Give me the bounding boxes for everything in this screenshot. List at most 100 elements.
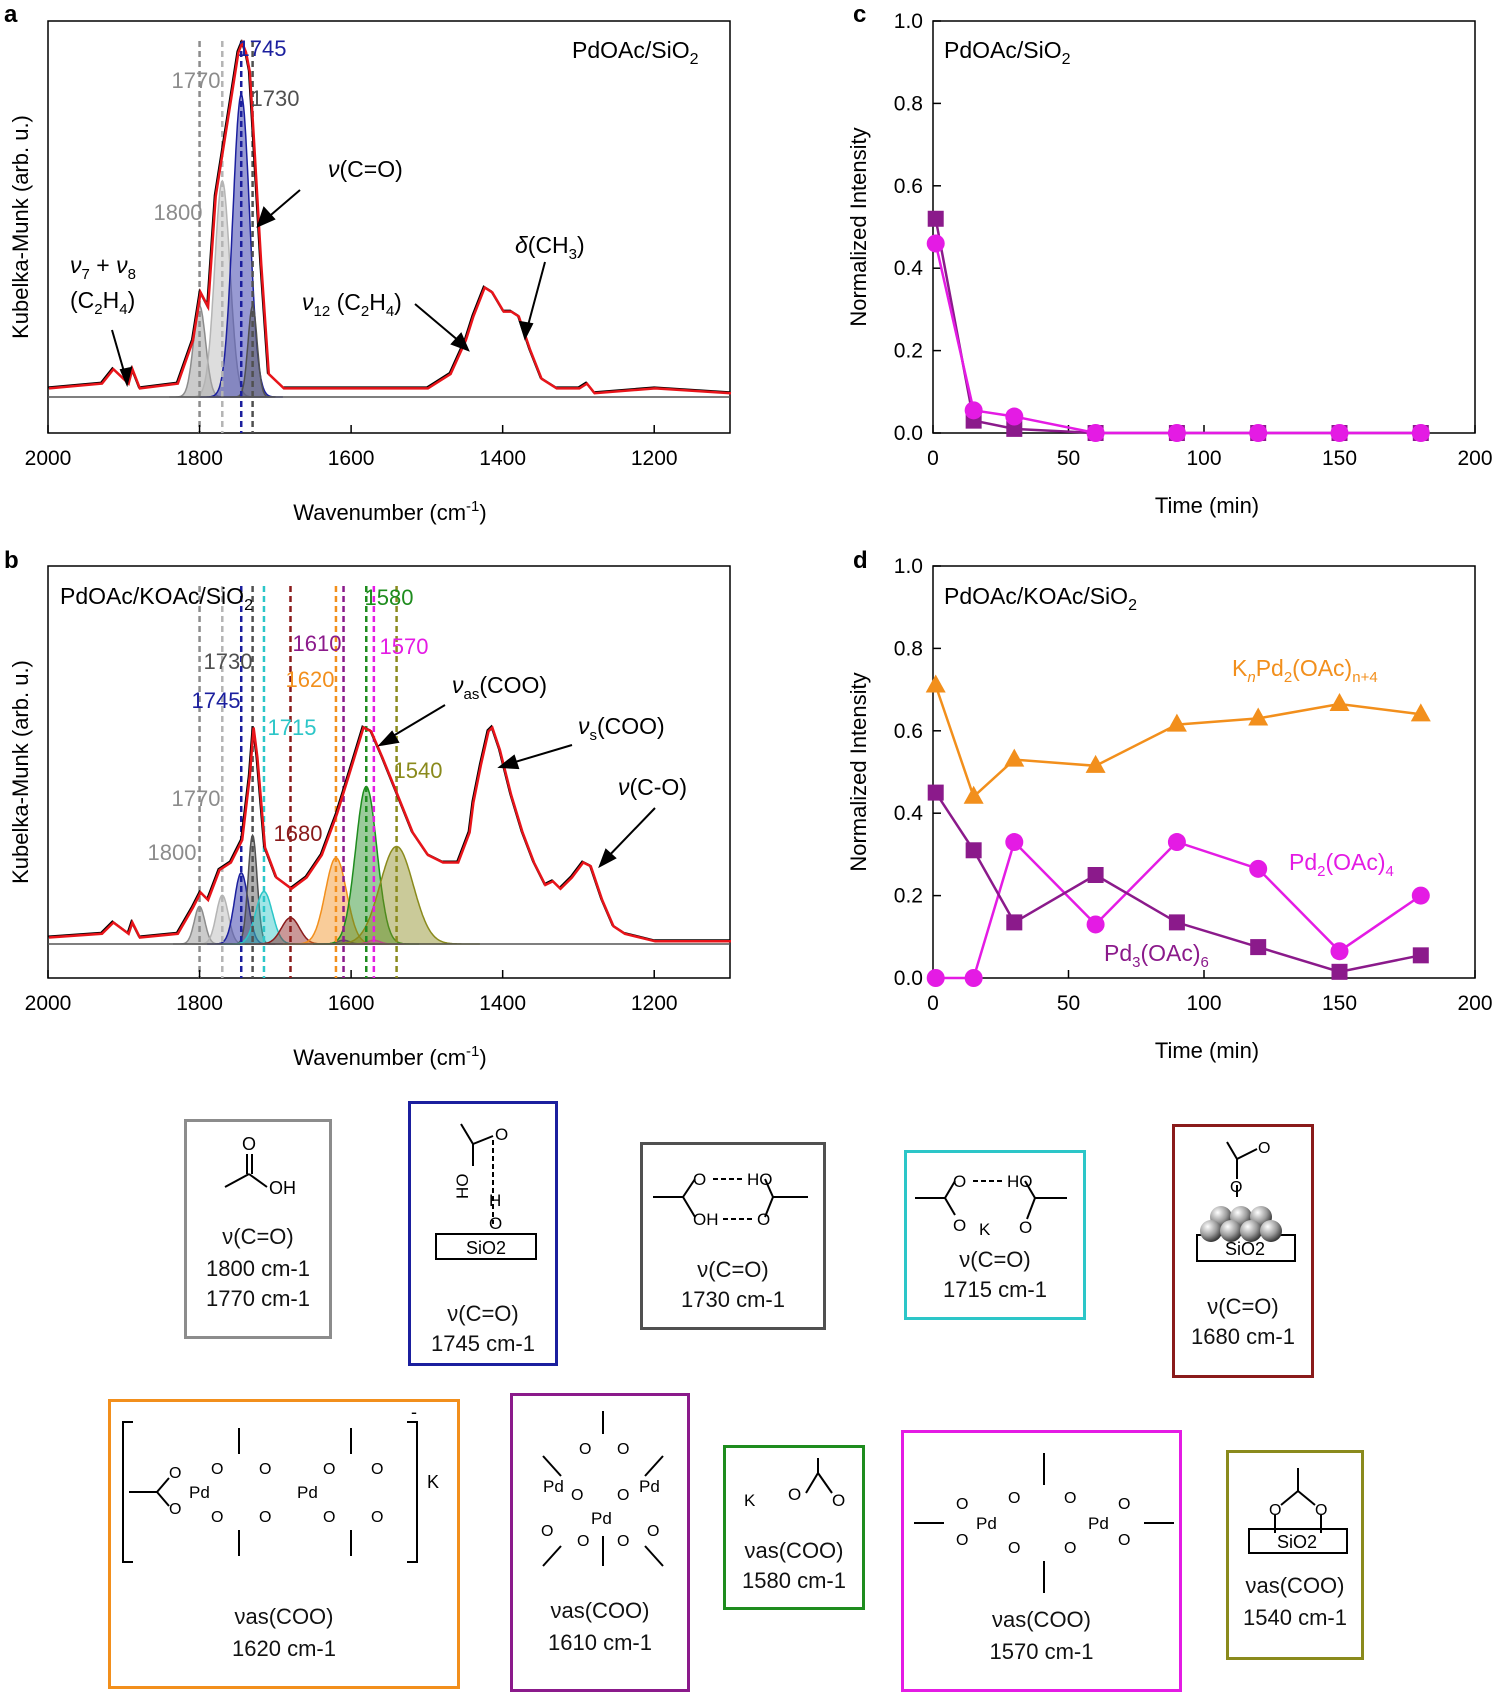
svg-text:O: O: [956, 1532, 968, 1549]
card-1715-mode: ν(C=O): [959, 1247, 1031, 1272]
c-point-circle-60: [1086, 424, 1105, 442]
panel-c: c 0 50 100 150 200 0.0 0.2 0.4 0.6 0.8 1.0 PdOAc/S…: [846, 1, 1493, 518]
card-1800: O OH ν(C=O) 1800 cm-1 1770 cm-1: [184, 1119, 332, 1339]
a-ann-ch3: δ(CH3): [515, 232, 585, 263]
panel-b-title: PdOAc/KOAc/SiO2: [60, 583, 253, 614]
card-1745-wn: 1745 cm-1: [431, 1331, 535, 1356]
d-point-circle-90: [1167, 833, 1186, 852]
k-pd2-acetate-structure: O O Pd Pd O O O O O O O O K -: [122, 1402, 439, 1563]
svg-text:O: O: [571, 1487, 583, 1504]
svg-text:K: K: [744, 1491, 756, 1510]
card-1715: O HO O K O ν(C=O) 1715 cm-1: [904, 1150, 1086, 1320]
acetic-acid-structure: O OH: [224, 1134, 296, 1198]
panel-c-letter: c: [853, 1, 866, 28]
card-1715-wn: 1715 cm-1: [943, 1277, 1047, 1302]
c-series-line-circle: [934, 243, 1421, 435]
svg-text:O: O: [1315, 1502, 1327, 1519]
svg-text:Pd: Pd: [297, 1483, 318, 1502]
svg-text:O: O: [617, 1487, 629, 1504]
svg-text:Pd: Pd: [1088, 1514, 1109, 1533]
svg-text:-: -: [411, 1402, 417, 1422]
panel-c-frame: [932, 20, 1476, 434]
d-point-circle-30: [1005, 833, 1024, 852]
a-ann-co: ν(C=O): [328, 156, 403, 182]
d-ytick-label-0: 0.0: [894, 967, 923, 990]
pd2-acetate-structure: O O Pd Pd O O O O O O: [914, 1453, 1174, 1593]
d-point-square-15: [965, 842, 982, 859]
svg-text:O: O: [1118, 1496, 1130, 1513]
a-xtick-label-1200: 1200: [631, 447, 678, 470]
svg-text:O: O: [693, 1170, 706, 1189]
c-xtick-label-0: 0: [927, 447, 939, 470]
d-ytick-label-0.6: 0.6: [894, 720, 923, 743]
svg-text:O: O: [371, 1509, 383, 1526]
a-xtick-label-1600: 1600: [328, 447, 375, 470]
svg-text:Pd: Pd: [591, 1509, 612, 1528]
d-series-line-square: [934, 791, 1422, 974]
svg-text:HO: HO: [453, 1174, 472, 1200]
svg-text:O: O: [211, 1461, 223, 1478]
panel-a-frame: [47, 20, 731, 434]
panel-a-ylabel: Kubelka-Munk (arb. u.): [8, 115, 33, 339]
card-1540-wn: 1540 cm-1: [1243, 1605, 1347, 1630]
panel-d-letter: d: [853, 547, 868, 574]
d-point-triangle-30: [1004, 748, 1025, 767]
c-point-circle-90: [1167, 424, 1186, 442]
card-1540-mode: νas(COO): [1245, 1573, 1345, 1598]
card-1800-mode: ν(C=O): [222, 1224, 294, 1249]
b-peak-label-1570: 1570: [380, 634, 429, 659]
svg-text:SiO2: SiO2: [1225, 1239, 1265, 1259]
a-measured-spectrum: [47, 39, 731, 394]
c-series-line-square: [934, 218, 1421, 435]
svg-text:O: O: [1019, 1218, 1032, 1237]
b-peak-label-1680: 1680: [274, 821, 323, 846]
c-ytick-label-0: 0.0: [894, 422, 923, 445]
a-peak-label-1800: 1800: [154, 200, 203, 225]
svg-text:HO: HO: [747, 1170, 773, 1189]
panel-c-xlabel: Time (min): [1155, 493, 1259, 518]
d-xtick-label-0: 0: [927, 992, 939, 1015]
panel-a-title: PdOAc/SiO2: [572, 37, 699, 68]
svg-text:O: O: [1008, 1490, 1020, 1507]
card-1620-mode: νas(COO): [234, 1604, 334, 1629]
svg-text:O: O: [1118, 1532, 1130, 1549]
panel-a-spectrum: [47, 39, 732, 398]
c-ytick-label-0.8: 0.8: [894, 92, 923, 115]
card-1580: K O O νas(COO) 1580 cm-1: [723, 1445, 865, 1610]
svg-text:O: O: [495, 1125, 508, 1144]
a-xtick-label-1800: 1800: [176, 447, 223, 470]
d-point-square-150: [1331, 963, 1348, 980]
d-xtick-label-200: 200: [1457, 992, 1492, 1015]
a-xtick-label-2000: 2000: [25, 447, 72, 470]
a-peak-label-1730: 1730: [251, 86, 300, 111]
b-peak-label-1715: 1715: [268, 715, 317, 740]
c-point-circle-30: [1005, 407, 1024, 426]
d-point-circle-180: [1411, 886, 1430, 905]
svg-text:Pd: Pd: [543, 1477, 564, 1496]
b-xtick-label-1600: 1600: [328, 992, 375, 1015]
svg-text:O: O: [169, 1501, 181, 1518]
panel-b-frame: [47, 565, 731, 979]
svg-text:O: O: [1230, 1179, 1242, 1196]
panel-b-peak-markers: [198, 586, 398, 978]
a-ann-c2h4: (C2H4): [70, 287, 135, 318]
panel-b: b 2000 1800 1600 1400 1200 PdOAc/KOAc/SiO2 K…: [4, 547, 731, 1070]
b-ann-nuco: ν(C-O): [618, 774, 687, 800]
panel-b-ylabel: Kubelka-Munk (arb. u.): [8, 660, 33, 884]
svg-text:SiO2: SiO2: [466, 1238, 506, 1258]
pd3-acetate-structure: O O Pd Pd Pd O O O O O O: [541, 1411, 664, 1567]
d-point-square-60: [1087, 867, 1104, 883]
card-1680: O O SiO2 ν(C=O) 1680 cm-1: [1172, 1124, 1314, 1378]
silica-acetate-structure: O O SiO2: [1248, 1468, 1348, 1554]
d-legend-pd2: Pd2(OAc)4: [1289, 849, 1394, 880]
panel-d-title: PdOAc/KOAc/SiO2: [944, 583, 1137, 614]
c-ytick-label-1: 1.0: [894, 10, 923, 33]
c-xtick-label-150: 150: [1322, 447, 1357, 470]
a-ann-nu78: ν7 + ν8: [70, 252, 136, 283]
d-point-triangle-150: [1329, 693, 1350, 712]
svg-text:Pd: Pd: [976, 1514, 997, 1533]
b-peak-label-1770: 1770: [172, 786, 221, 811]
svg-text:O: O: [953, 1216, 966, 1235]
card-1745-mode: ν(C=O): [447, 1301, 519, 1326]
